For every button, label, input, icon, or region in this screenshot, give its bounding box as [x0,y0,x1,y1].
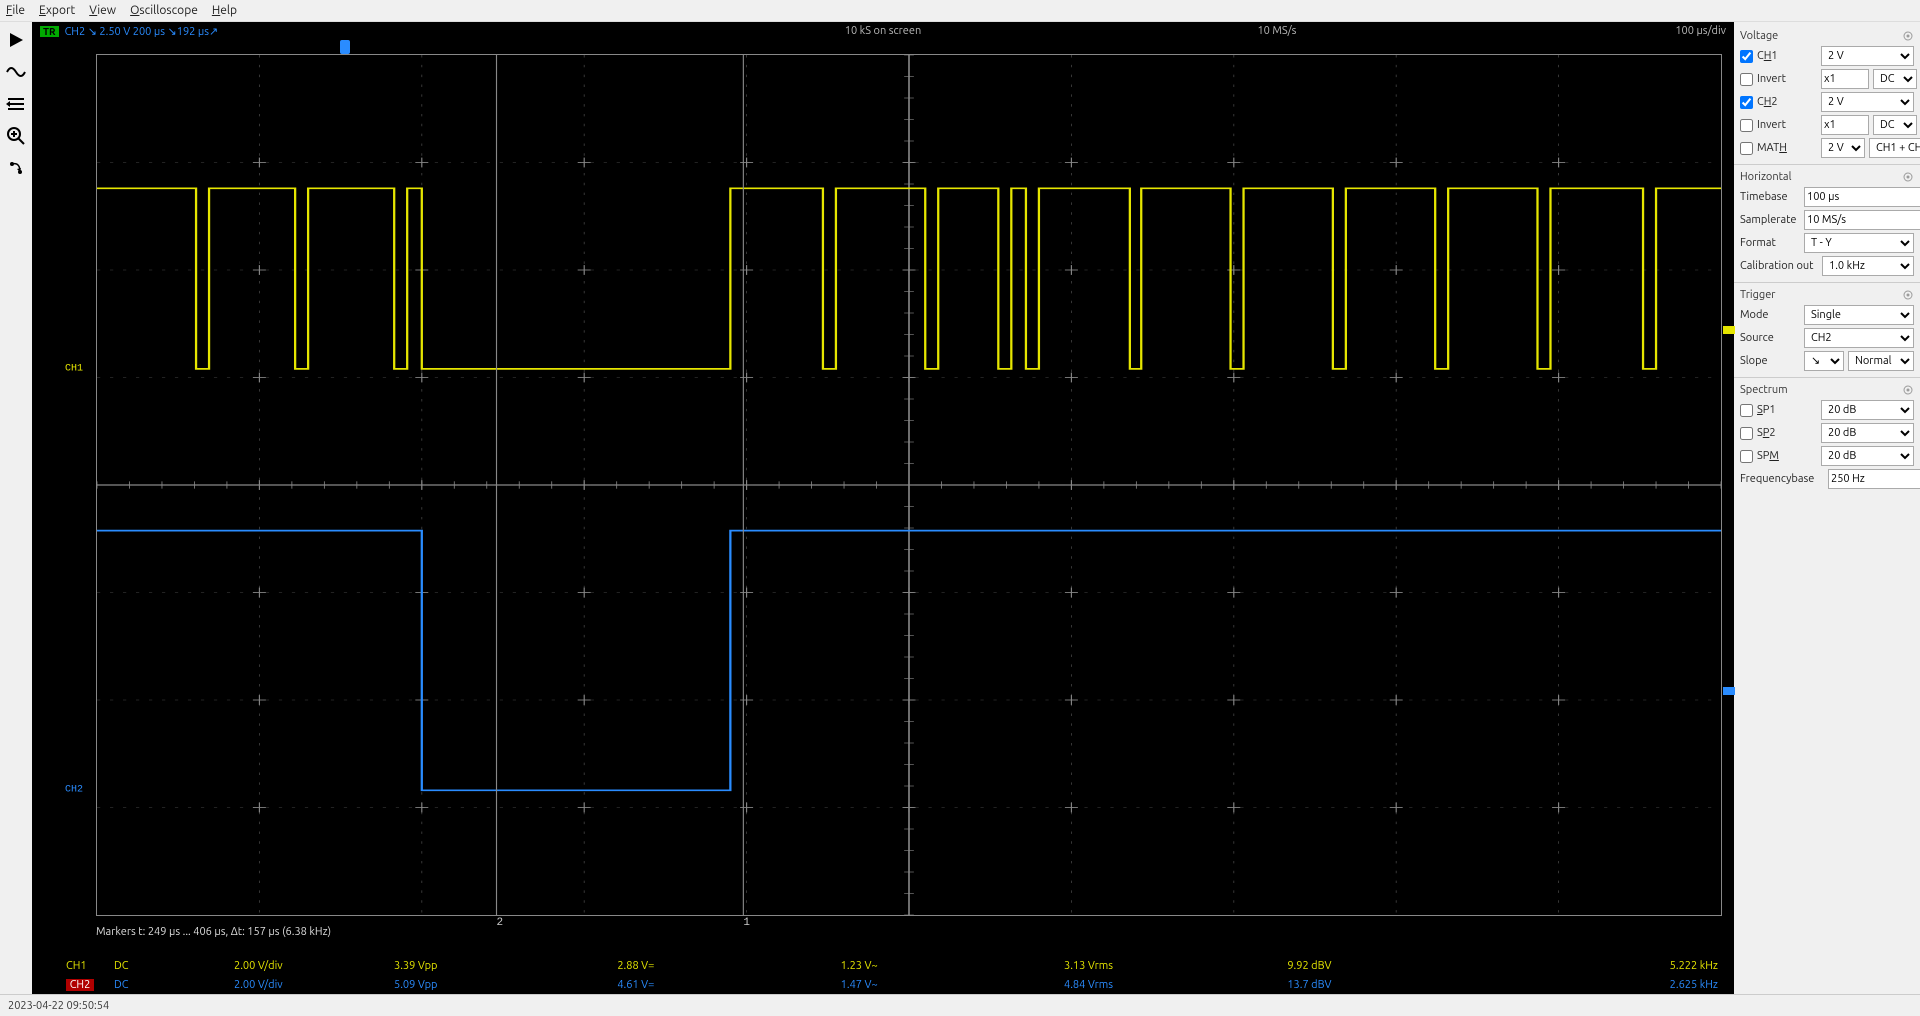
trigger-slopemode-select[interactable]: Normal [1848,351,1914,371]
ch2-invert-label: Invert [1757,119,1817,131]
marker-1-label: 1 [743,917,750,929]
ch1-invert-label: Invert [1757,73,1817,85]
ch2-coupling-select[interactable]: DC [1873,115,1917,135]
timediv-label: 100 µs/div [1675,25,1726,37]
calib-select[interactable]: 1.0 kHz [1822,256,1914,276]
samples-label: 10 kS on screen [845,25,921,37]
spm-checkbox[interactable] [1740,450,1753,463]
sp2-checkbox[interactable] [1740,427,1753,440]
ch2-invert-checkbox[interactable] [1740,119,1753,132]
scope-header: TR CH2 ↘ 2.50 V 200 µs ↘192 µs↗ 10 kS on… [32,22,1734,40]
trigger-position-marker[interactable] [340,40,350,54]
freqbase-input[interactable] [1828,469,1920,489]
zoom-button[interactable] [4,124,28,148]
spm-label: SPM [1757,450,1817,462]
scope-display[interactable]: CH1 CH2 1 2 [96,54,1722,916]
menu-help[interactable]: Help [212,4,237,17]
format-label: Format [1740,237,1800,249]
ch2-scale-select[interactable]: 2 V [1821,92,1914,112]
format-select[interactable]: T - Y [1804,233,1914,253]
voltage-section-title: Voltage [1740,30,1778,42]
sp1-select[interactable]: 20 dB [1821,400,1914,420]
ch2-checkbox-label: CH2 [1757,96,1817,108]
left-toolbar [0,22,32,994]
calib-label: Calibration out [1740,260,1818,272]
math-enable-checkbox[interactable] [1740,142,1753,155]
math-scale-select[interactable]: 2 V [1821,138,1865,158]
ch1-invert-checkbox[interactable] [1740,73,1753,86]
samplerate-input[interactable] [1804,210,1920,230]
markers-readout: Markers t: 249 µs ... 406 µs, Δt: 157 µs… [96,926,331,938]
spm-select[interactable]: 20 dB [1821,446,1914,466]
gear-icon[interactable] [1902,384,1914,396]
ch2-label: CH2 [65,785,83,796]
trigger-slope-label: Slope [1740,355,1800,367]
spectrum-section-title: Spectrum [1740,384,1788,396]
sp2-label: SP2 [1757,427,1817,439]
measure-button[interactable] [4,156,28,180]
ch2-enable-checkbox[interactable] [1740,96,1753,109]
ch2-indicator[interactable] [1723,687,1735,695]
ch1-gain-input[interactable] [1821,69,1869,89]
gear-icon[interactable] [1902,289,1914,301]
rate-label: 10 MS/s [1257,25,1296,37]
menu-oscilloscope[interactable]: Oscilloscope [130,4,198,17]
lines-button[interactable] [4,92,28,116]
status-timestamp: 2023-04-22 09:50:54 [8,1000,109,1012]
ch1-label: CH1 [65,363,83,374]
samplerate-label: Samplerate [1740,214,1800,226]
ch1-coupling-select[interactable]: DC [1873,69,1917,89]
trigger-source-label: Source [1740,332,1800,344]
sp1-checkbox[interactable] [1740,404,1753,417]
math-op-select[interactable]: CH1 + CH2 [1869,138,1920,158]
sp2-select[interactable]: 20 dB [1821,423,1914,443]
settings-panel: Voltage CH1 2 V Invert DC CH2 2 V Invert… [1734,22,1920,994]
math-checkbox-label: MATH [1757,142,1817,154]
timebase-label: Timebase [1740,191,1800,203]
trigger-section-title: Trigger [1740,289,1775,301]
gear-icon[interactable] [1902,30,1914,42]
trigger-mode-select[interactable]: Single [1804,305,1914,325]
menu-bar: File Export View Oscilloscope Help [0,0,1920,22]
status-bar: 2023-04-22 09:50:54 [0,994,1920,1016]
menu-view[interactable]: View [89,4,116,17]
ch1-indicator[interactable] [1723,326,1735,334]
trigger-badge: TR [40,26,59,37]
trigger-source-select[interactable]: CH2 [1804,328,1914,348]
ch1-enable-checkbox[interactable] [1740,50,1753,63]
horizontal-section-title: Horizontal [1740,171,1791,183]
measurement-readout: CH1DC2.00 V/div3.39 Vpp2.88 V=1.23 V~3.1… [66,956,1734,994]
marker-2-label: 2 [497,917,504,929]
play-button[interactable] [4,28,28,52]
timebase-input[interactable] [1804,187,1920,207]
gear-icon[interactable] [1902,171,1914,183]
sp1-label: SP1 [1757,404,1817,416]
menu-export[interactable]: Export [39,4,75,17]
ch1-checkbox-label: CH1 [1757,50,1817,62]
freqbase-label: Frequencybase [1740,473,1824,485]
sine-button[interactable] [4,60,28,84]
trigger-mode-label: Mode [1740,309,1800,321]
scope-area: TR CH2 ↘ 2.50 V 200 µs ↘192 µs↗ 10 kS on… [32,22,1734,994]
ch2-gain-input[interactable] [1821,115,1869,135]
trigger-slope-select[interactable]: ↘ [1804,351,1844,371]
menu-file[interactable]: File [6,4,25,17]
trigger-info: CH2 ↘ 2.50 V 200 µs ↘192 µs↗ [65,25,219,38]
ch1-scale-select[interactable]: 2 V [1821,46,1914,66]
